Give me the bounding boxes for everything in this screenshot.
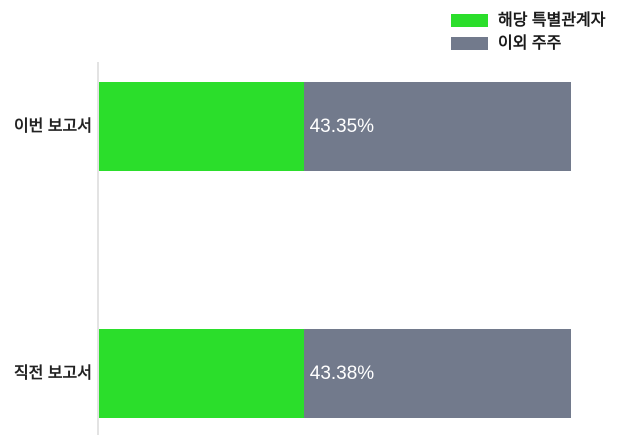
bar-segment-related-party [99, 82, 304, 171]
legend-item-other-shareholders: 이외 주주 [451, 34, 606, 53]
chart-legend: 해당 특별관계자 이외 주주 [451, 11, 606, 57]
legend-label-related-party: 해당 특별관계자 [498, 12, 606, 29]
bar-row-previous-report: 43.38% [99, 329, 571, 418]
category-label-previous-report: 직전 보고서 [13, 365, 92, 382]
bar-segment-other-shareholders: 43.38% [303, 329, 571, 418]
y-axis-line [97, 62, 99, 435]
category-label-current-report: 이번 보고서 [13, 118, 92, 135]
legend-swatch-gray [451, 37, 488, 50]
legend-label-other-shareholders: 이외 주주 [498, 35, 562, 52]
bar-segment-related-party [99, 329, 304, 418]
bar-segment-other-shareholders: 43.35% [303, 82, 571, 171]
value-label-current-report: 43.35% [309, 116, 375, 137]
legend-swatch-green [451, 14, 488, 27]
value-label-previous-report: 43.38% [309, 363, 375, 384]
bar-row-current-report: 43.35% [99, 82, 571, 171]
legend-item-related-party: 해당 특별관계자 [451, 11, 606, 30]
